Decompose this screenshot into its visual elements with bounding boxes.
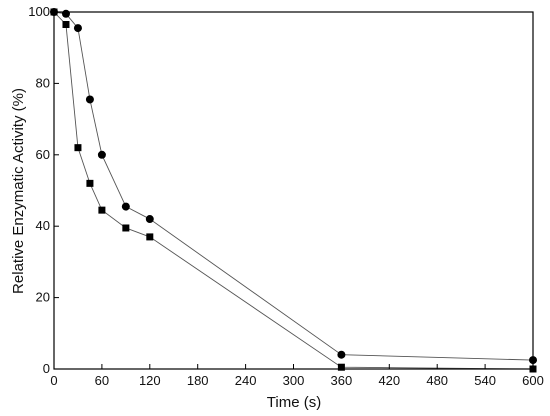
- data-point-square: [74, 144, 82, 152]
- x-axis-title: Time (s): [267, 394, 321, 411]
- x-tick-label: 600: [522, 373, 544, 388]
- data-point-circle: [73, 24, 82, 33]
- series-layer: [50, 8, 537, 373]
- plot-frame: [53, 11, 534, 370]
- x-tick-label: 480: [426, 373, 448, 388]
- x-tick-label: 180: [187, 373, 209, 388]
- y-tick-label: 80: [36, 75, 50, 90]
- x-tick-label: 0: [50, 373, 57, 388]
- data-point-square: [98, 206, 106, 214]
- data-point-circle: [61, 9, 70, 18]
- y-tick-label: 40: [36, 218, 50, 233]
- axis-layer: 0 60 120 180 240 300 360 420 480 540 600 0 20 40 60 80 1…: [28, 4, 544, 388]
- x-tick-label: 60: [95, 373, 109, 388]
- series-line: [53, 11, 534, 370]
- x-tick-label: 120: [139, 373, 161, 388]
- data-point-square: [62, 20, 70, 28]
- x-tick-label: 240: [235, 373, 257, 388]
- y-tick-label: 20: [36, 290, 50, 305]
- y-tick-label: 60: [36, 147, 50, 162]
- x-tick-label: 540: [474, 373, 496, 388]
- x-tick-label: 420: [378, 373, 400, 388]
- series-1: [50, 8, 537, 365]
- series-2: [50, 8, 537, 373]
- y-tick-label: 0: [43, 361, 50, 376]
- data-point-square: [122, 224, 130, 232]
- data-point-circle: [85, 95, 94, 104]
- y-tick-label: 100: [28, 4, 50, 19]
- y-axis-title: Relative Enzymatic Activity (%): [10, 88, 27, 294]
- data-point-circle: [145, 215, 154, 224]
- data-point-square: [86, 179, 94, 187]
- data-point-circle: [121, 202, 130, 211]
- data-point-circle: [337, 350, 346, 359]
- x-tick-label: 300: [283, 373, 305, 388]
- series-line: [53, 11, 534, 361]
- x-tick-label: 360: [331, 373, 353, 388]
- data-point-circle: [97, 150, 106, 159]
- data-point-square: [146, 233, 154, 241]
